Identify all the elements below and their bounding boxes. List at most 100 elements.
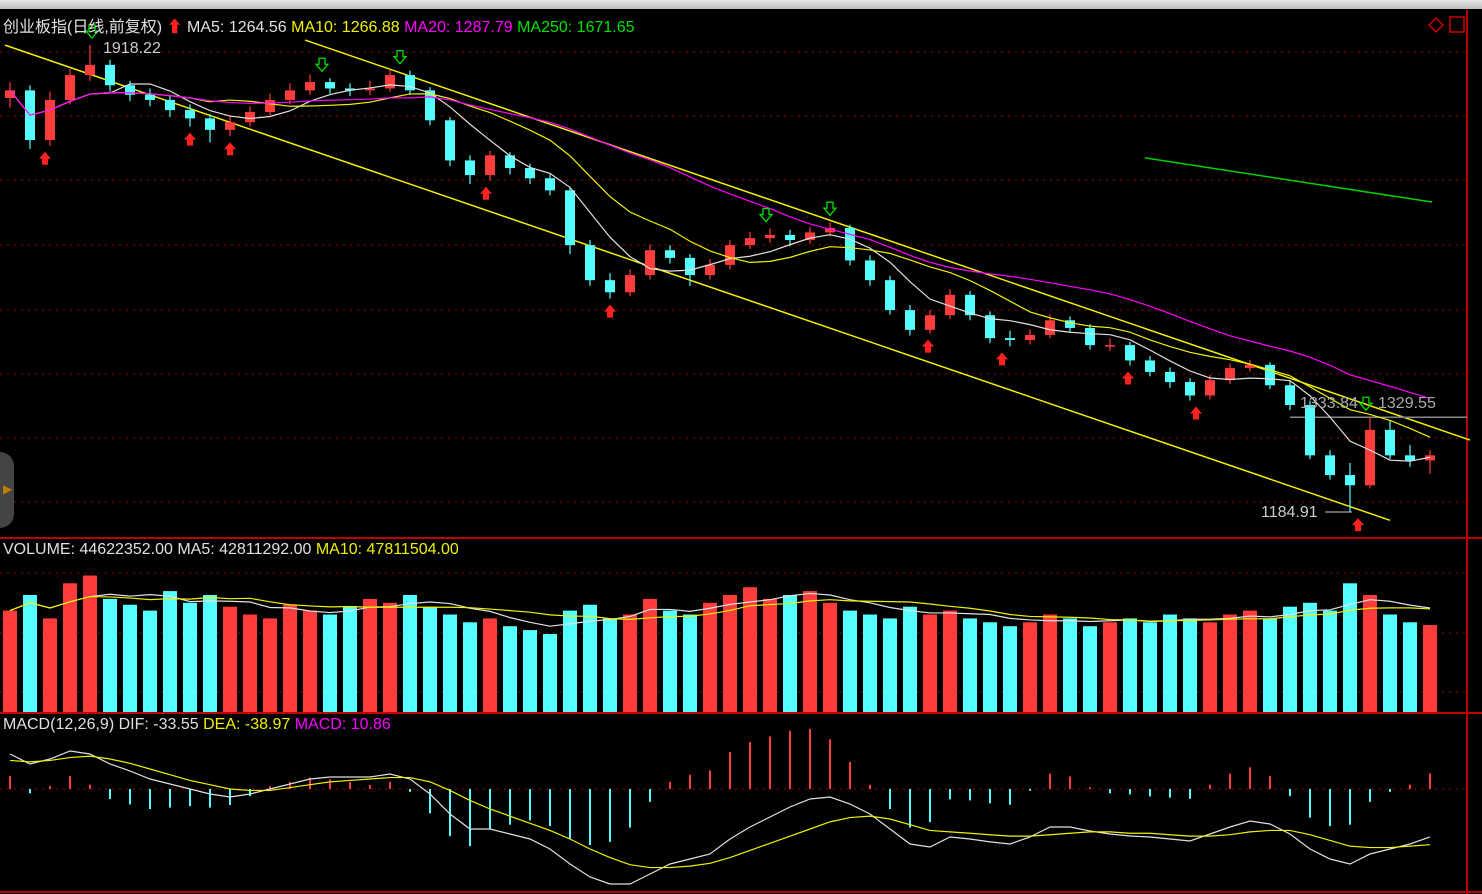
- volume-bar: [283, 604, 297, 712]
- candle-body: [1425, 455, 1435, 461]
- toolbar-strip: [0, 0, 1482, 9]
- ma250-line: [1144, 157, 1433, 203]
- candle-body: [1005, 338, 1015, 341]
- volume-bar: [1103, 622, 1117, 712]
- candle-body: [1065, 320, 1075, 328]
- candle-body: [1165, 371, 1175, 383]
- candle-body: [825, 227, 835, 233]
- down-arrow-signal-icon: [1358, 396, 1374, 412]
- candle-body: [1105, 345, 1115, 347]
- candle-body: [705, 264, 715, 276]
- volume-bar: [783, 595, 797, 712]
- up-arrow-signal-icon: [224, 142, 236, 156]
- dea-line: [9, 755, 1431, 869]
- candle-body: [325, 82, 335, 89]
- candle-body: [1245, 364, 1255, 369]
- candle-body: [585, 245, 595, 281]
- volume-bar: [63, 583, 77, 712]
- volume-bar: [463, 622, 477, 712]
- high-label: 1918.22: [103, 40, 161, 57]
- volume-bar: [863, 614, 877, 712]
- candle-body: [205, 118, 215, 130]
- candle-body: [925, 315, 935, 330]
- volume-bar: [1063, 618, 1077, 712]
- up-arrow-signal-icon: [604, 304, 616, 318]
- down-arrow-signal-icon: [314, 57, 330, 73]
- ma20-line: [9, 89, 1431, 399]
- down-arrow-signal-icon: [758, 207, 774, 223]
- candle-body: [1025, 334, 1035, 341]
- volume-bar: [1323, 610, 1337, 712]
- down-arrow-signal-icon: [822, 201, 838, 217]
- candle-body: [845, 227, 855, 261]
- volume-bar: [543, 634, 557, 712]
- volume-bar: [643, 598, 657, 712]
- candle-body: [1305, 405, 1315, 456]
- candle-body: [625, 275, 635, 293]
- layout-toggle-icon: [1449, 16, 1465, 33]
- volume-legend: VOLUME: 44622352.00 MA5: 42811292.00 MA1…: [3, 541, 459, 559]
- candle-body: [165, 99, 175, 111]
- candle-body: [1085, 327, 1095, 346]
- candle-body: [725, 245, 735, 265]
- up-arrow-signal-icon: [996, 352, 1008, 366]
- candle-body: [905, 310, 915, 330]
- candle-body: [765, 234, 775, 239]
- candle-body: [465, 160, 475, 176]
- candle-body: [285, 90, 295, 100]
- candle-body: [1325, 455, 1335, 476]
- up-arrow-signal-icon: [1190, 406, 1202, 420]
- ma250-value: MA250: 1671.65: [517, 19, 635, 36]
- volume-bar: [943, 610, 957, 712]
- volume-bar: [1123, 618, 1137, 712]
- candle-body: [1265, 364, 1275, 386]
- up-arrow-signal-icon: [184, 132, 196, 146]
- up-arrow-signal-icon: [922, 339, 934, 353]
- volume-bar: [123, 604, 137, 712]
- candle-body: [345, 88, 355, 91]
- side-panel-toggle[interactable]: ▶: [0, 452, 14, 528]
- volume-bar: [1263, 618, 1277, 712]
- trend-channel-line: [304, 39, 1471, 441]
- candle-body: [1125, 345, 1135, 361]
- up-arrow-signal-icon: [480, 186, 492, 200]
- volume-bar: [1003, 626, 1017, 712]
- volume-bar: [1243, 610, 1257, 712]
- ma5-line: [9, 83, 1431, 462]
- down-arrow-signal-icon: [84, 24, 100, 39]
- volume-bar: [743, 587, 757, 712]
- volume-value: VOLUME: 44622352.00: [3, 541, 173, 558]
- volume-bar: [1283, 606, 1297, 712]
- volume-bar: [1403, 622, 1417, 712]
- volume-bar: [403, 595, 417, 712]
- candle-body: [1285, 385, 1295, 406]
- candle-body: [1345, 475, 1355, 486]
- volume-bar: [263, 618, 277, 712]
- volume-bar: [723, 595, 737, 712]
- macd-legend: MACD(12,26,9) DIF: -33.55 DEA: -38.97 MA…: [3, 716, 391, 734]
- candle-body: [445, 120, 455, 161]
- candle-body: [865, 260, 875, 281]
- candle-body: [1405, 455, 1415, 461]
- volume-bar: [1163, 614, 1177, 712]
- candle-body: [5, 90, 15, 99]
- volume-bar: [1083, 626, 1097, 712]
- ma5-value: MA5: 1264.56: [187, 19, 287, 36]
- volume-bar: [323, 614, 337, 712]
- volume-bar: [163, 591, 177, 712]
- volume-bar: [1043, 614, 1057, 712]
- macd-title: MACD(12,26,9): [3, 716, 115, 733]
- volume-bar: [623, 614, 637, 712]
- volume-bar: [903, 606, 917, 712]
- volume-bar: [143, 610, 157, 712]
- volume-bar: [43, 618, 57, 712]
- level-label-left: 1333.84: [1300, 395, 1358, 412]
- candle-body: [425, 90, 435, 121]
- dea-value: DEA: -38.97: [203, 716, 291, 733]
- ma10-line: [9, 89, 1431, 438]
- volume-bar: [963, 618, 977, 712]
- volume-bar: [663, 610, 677, 712]
- volume-bar: [483, 618, 497, 712]
- candle-body: [805, 232, 815, 241]
